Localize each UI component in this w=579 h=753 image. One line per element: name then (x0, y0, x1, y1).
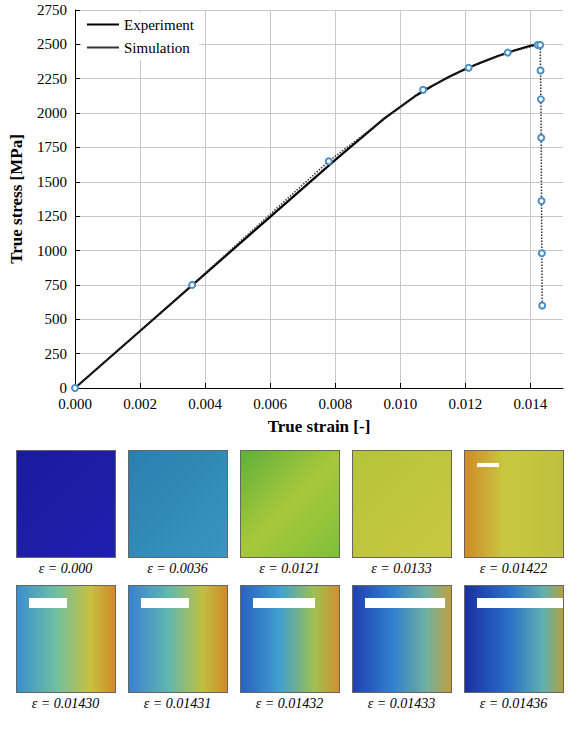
svg-text:500: 500 (45, 311, 68, 327)
html-text:ε = 0.000: ε = 0.000 (38, 561, 93, 576)
html-text:ε = 0.01432: ε = 0.01432 (255, 696, 324, 711)
svg-text:0.014: 0.014 (514, 396, 548, 412)
html-text:ε = 0.0133: ε = 0.0133 (371, 561, 432, 576)
svg-text:Simulation: Simulation (124, 40, 190, 56)
svg-text:1500: 1500 (37, 174, 67, 190)
svg-text:0.006: 0.006 (253, 396, 287, 412)
html-text:ε = 0.01431: ε = 0.01431 (143, 696, 212, 711)
svg-text:0.008: 0.008 (318, 396, 352, 412)
svg-text:750: 750 (45, 277, 68, 293)
html-text:ε = 0.0121: ε = 0.0121 (259, 561, 320, 576)
svg-text:True stress [MPa]: True stress [MPa] (7, 134, 26, 264)
html-text:ε = 0.0036: ε = 0.0036 (147, 561, 208, 576)
html-text:ε = 0.01436: ε = 0.01436 (479, 696, 548, 711)
svg-text:0.010: 0.010 (383, 396, 417, 412)
svg-text:250: 250 (45, 346, 68, 362)
svg-text:0.002: 0.002 (123, 396, 157, 412)
svg-text:1250: 1250 (37, 208, 67, 224)
html-text:ε = 0.01422: ε = 0.01422 (479, 561, 548, 576)
svg-text:Experiment: Experiment (124, 17, 195, 33)
svg-text:0.004: 0.004 (188, 396, 222, 412)
svg-text:True strain [-]: True strain [-] (268, 417, 371, 436)
svg-text:2000: 2000 (37, 105, 67, 121)
svg-text:0.000: 0.000 (58, 396, 92, 412)
svg-text:1000: 1000 (37, 243, 67, 259)
svg-text:2750: 2750 (37, 2, 67, 18)
svg-text:0: 0 (60, 380, 68, 396)
svg-text:2250: 2250 (37, 71, 67, 87)
svg-text:0.012: 0.012 (449, 396, 483, 412)
html-text:ε = 0.01433: ε = 0.01433 (367, 696, 436, 711)
svg-text:2500: 2500 (37, 36, 67, 52)
svg-text:1750: 1750 (37, 139, 67, 155)
html-text:ε = 0.01430: ε = 0.01430 (31, 696, 100, 711)
